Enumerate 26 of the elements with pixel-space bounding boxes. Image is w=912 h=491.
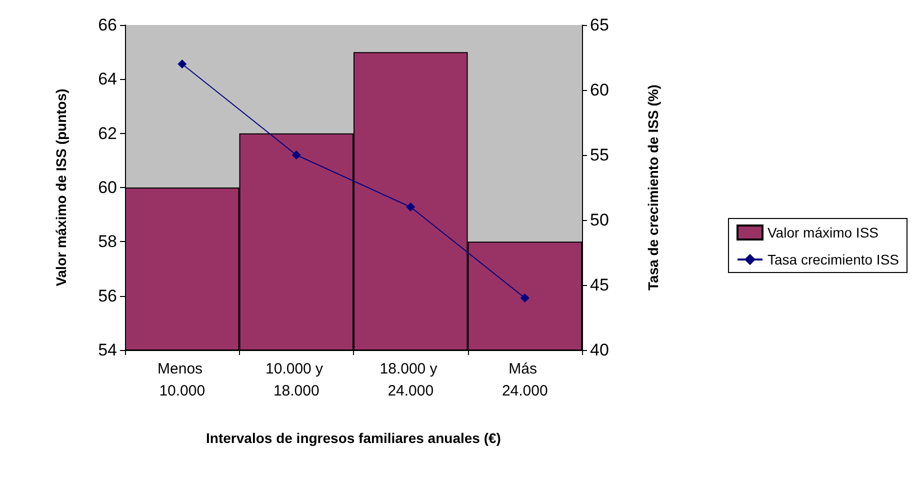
point (520, 294, 530, 302)
y2-axis-title: Tasa de crecimiento de ISS (%) (645, 84, 661, 290)
legend-label: Tasa crecimiento ISS (768, 252, 900, 268)
point (292, 150, 301, 160)
y-tick-label: 60 (98, 178, 117, 197)
y2-tick-label: 55 (590, 146, 609, 164)
point (406, 202, 416, 212)
y2-tick-label: 60 (590, 80, 609, 100)
y-tick-label: 54 (98, 340, 117, 360)
x-tick-label: 18.000 y 24.000 (380, 360, 442, 400)
y2-tick-label: 45 (590, 276, 609, 294)
x-axis-title: Intervalos de ingresos familiares anuales (€) (206, 430, 501, 446)
y-axis-title: Valor máximo de ISS (puntos) (53, 88, 69, 286)
y-tick-label: 64 (98, 70, 117, 89)
x-tick-label: Menos 10.000 (158, 360, 207, 400)
y2-tick-label: 50 (590, 210, 609, 230)
y-tick-label: 66 (98, 16, 117, 34)
y2-tick-label: 40 (590, 340, 609, 360)
y-tick-label: 62 (98, 124, 117, 143)
x-tick-label: 10.000 y 18.000 (266, 360, 328, 400)
y2-tick-label: 65 (590, 16, 609, 34)
y-tick-label: 58 (98, 232, 117, 252)
legend-label: Valor máximo ISS (768, 224, 879, 240)
y-tick-label: 56 (98, 286, 117, 306)
point (178, 60, 187, 68)
x-tick-label: Más 24.000 (502, 360, 548, 400)
